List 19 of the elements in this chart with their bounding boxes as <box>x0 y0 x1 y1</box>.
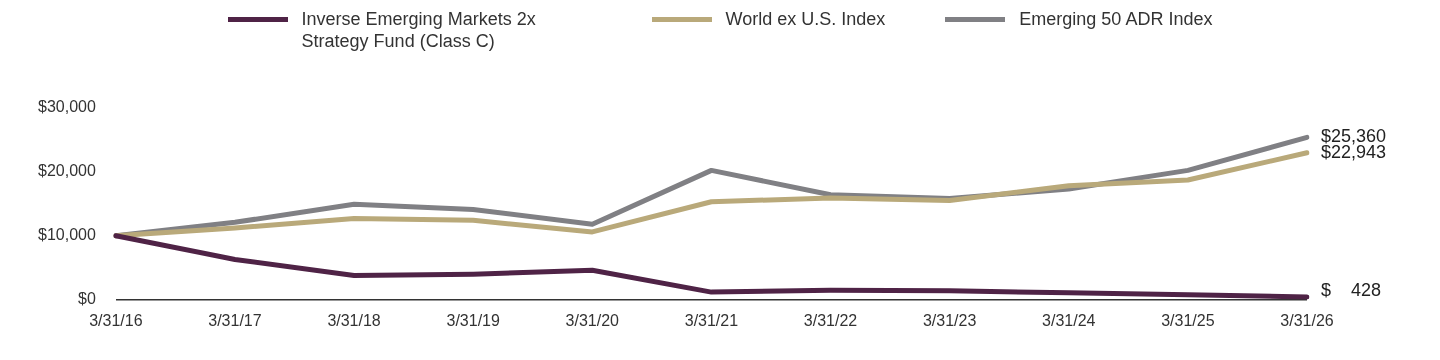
y-tick-label: $30,000 <box>37 98 96 116</box>
data-label: $ 428 <box>1321 280 1382 301</box>
x-tick-label: 3/31/23 <box>922 311 977 329</box>
x-tick-label: 3/31/17 <box>208 311 262 329</box>
legend-label: Inverse Emerging Markets 2x Strategy Fund (Class C) <box>301 8 537 52</box>
y-tick-label: $10,000 <box>37 226 96 244</box>
x-tick-label: 3/31/20 <box>565 311 620 329</box>
x-tick-label: 3/31/21 <box>684 311 739 329</box>
y-tick-label: $0 <box>78 290 96 308</box>
legend-label: Emerging 50 ADR Index <box>1019 8 1213 30</box>
x-tick-label: 3/31/16 <box>89 311 143 329</box>
y-tick-label: $20,000 <box>37 162 96 180</box>
legend-label: World ex U.S. Index <box>725 8 886 30</box>
x-tick-label: 3/31/18 <box>327 311 381 329</box>
x-tick-label: 3/31/22 <box>803 311 858 329</box>
x-tick-label: 3/31/25 <box>1161 311 1215 329</box>
x-tick-label: 3/31/26 <box>1280 311 1334 329</box>
x-tick-label: 3/31/24 <box>1042 311 1096 329</box>
x-tick-label: 3/31/19 <box>446 311 500 329</box>
